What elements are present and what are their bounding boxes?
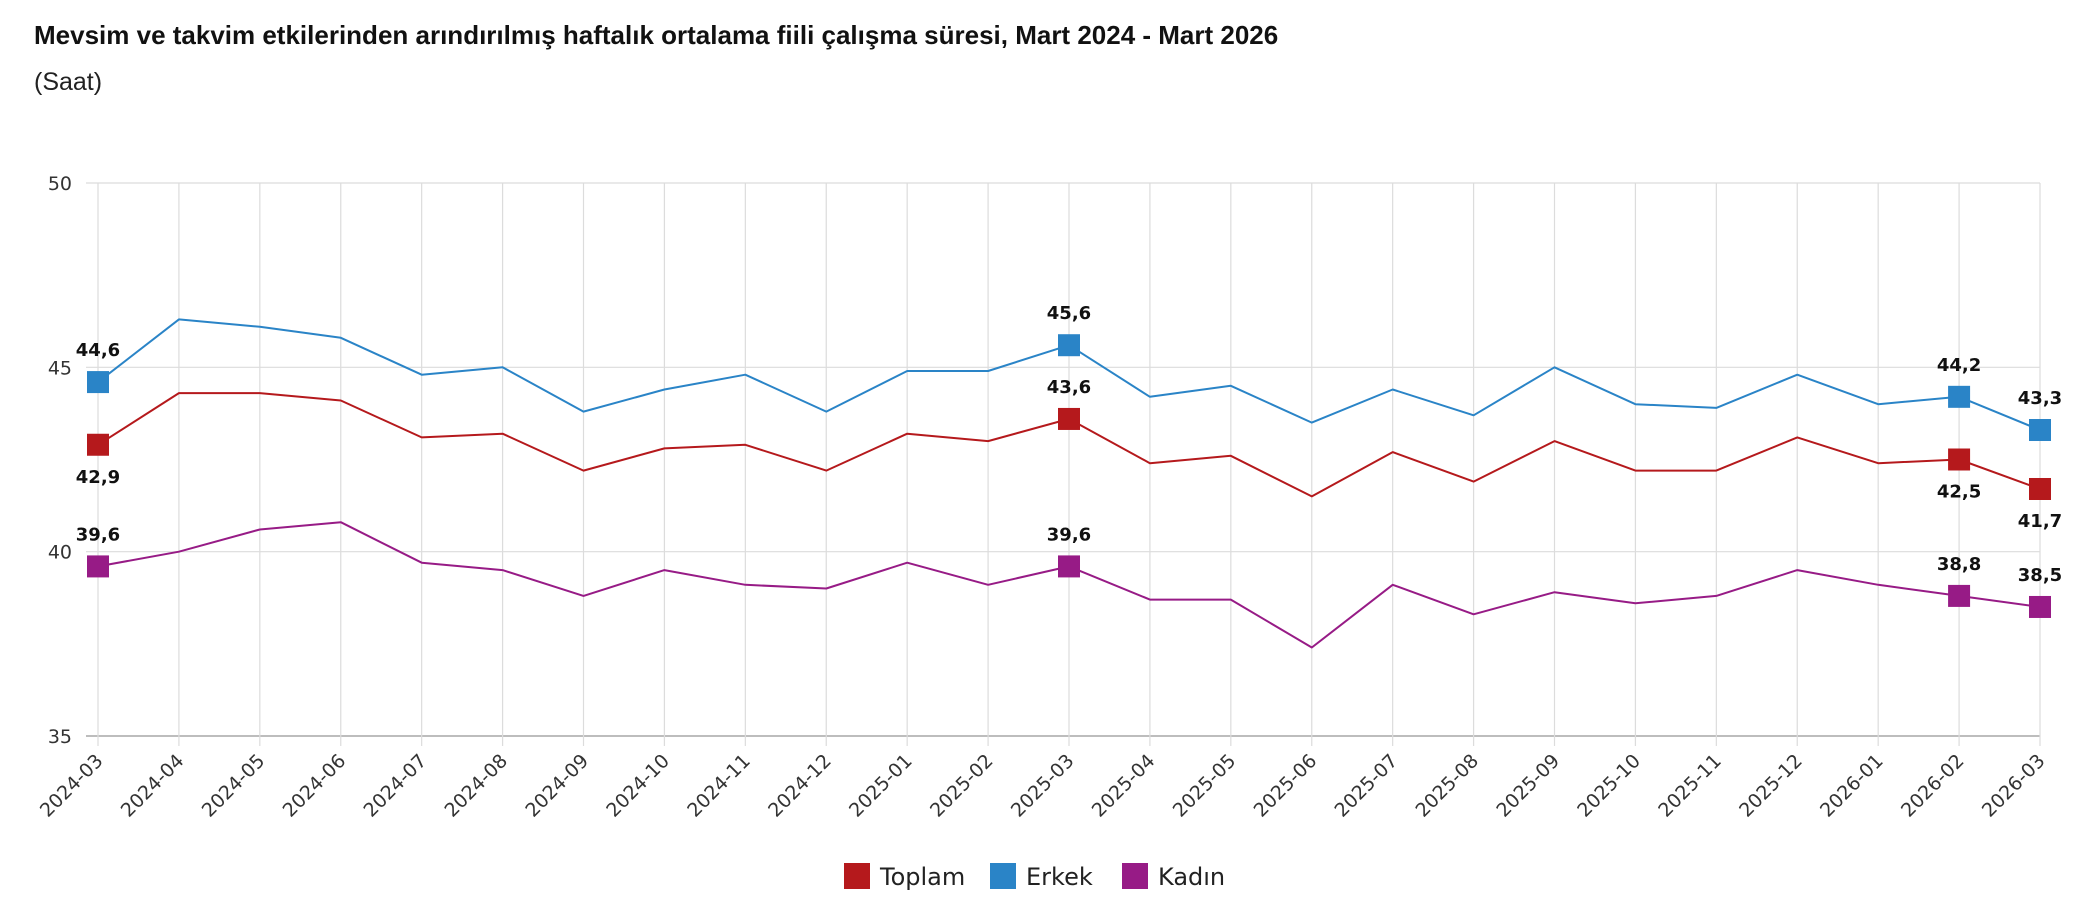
- x-tick-label: 2024-09: [521, 750, 593, 822]
- x-tick-label: 2025-07: [1331, 750, 1403, 822]
- x-tick-label: 2024-12: [764, 750, 836, 822]
- data-point-marker: [1948, 584, 1971, 607]
- legend-item-Erkek[interactable]: Erkek: [1026, 863, 1093, 891]
- x-tick-label: 2024-08: [440, 750, 512, 822]
- data-label: 42,9: [76, 467, 120, 488]
- chart-subtitle: (Saat): [34, 68, 103, 96]
- data-point-marker: [2029, 595, 2051, 618]
- series-markers: [87, 334, 2051, 618]
- data-point-marker: [87, 433, 109, 456]
- x-tick-label: 2026-02: [1897, 750, 1969, 822]
- legend-swatch: [1122, 863, 1148, 889]
- y-tick-label: 35: [48, 726, 72, 748]
- data-point-marker: [1058, 334, 1080, 357]
- x-tick-label: 2024-07: [360, 750, 432, 822]
- data-label: 44,2: [1937, 355, 1981, 376]
- data-point-marker: [1948, 385, 1971, 408]
- x-tick-label: 2025-08: [1411, 750, 1483, 822]
- x-tick-label: 2024-11: [683, 750, 755, 822]
- chart-title: Mevsim ve takvim etkilerinden arındırılm…: [34, 20, 1279, 50]
- data-label: 43,6: [1047, 377, 1091, 398]
- x-tick-label: 2025-11: [1654, 750, 1726, 822]
- legend: Toplam Erkek Kadın: [844, 863, 1225, 891]
- x-tick-label: 2025-12: [1735, 750, 1807, 822]
- x-tick-label: 2025-10: [1573, 750, 1645, 822]
- legend-item-Toplam[interactable]: Toplam: [879, 863, 965, 891]
- x-tick-label: 2025-09: [1492, 750, 1564, 822]
- data-label: 45,6: [1047, 303, 1091, 324]
- data-label: 39,6: [1047, 524, 1091, 545]
- y-tick-label: 50: [48, 173, 72, 195]
- data-point-marker: [1058, 407, 1080, 430]
- x-tick-label: 2024-10: [602, 750, 674, 822]
- x-tick-label: 2024-03: [36, 750, 108, 822]
- x-tick-label: 2026-01: [1816, 750, 1888, 822]
- data-label: 38,5: [2018, 565, 2062, 586]
- x-tick-label: 2025-04: [1088, 750, 1160, 822]
- x-tick-label: 2025-02: [926, 750, 998, 822]
- legend-item-Kadın[interactable]: Kadın: [1158, 863, 1225, 891]
- x-tick-label: 2025-01: [845, 750, 917, 822]
- y-tick-label: 40: [48, 542, 72, 564]
- data-point-marker: [2029, 477, 2051, 500]
- data-label: 41,7: [2018, 511, 2062, 532]
- x-tick-label: 2024-04: [117, 750, 189, 822]
- grid: [86, 182, 2041, 746]
- data-point-marker: [87, 555, 109, 578]
- x-tick-label: 2026-03: [1978, 750, 2050, 822]
- x-tick-label: 2025-03: [1007, 750, 1079, 822]
- legend-swatch: [844, 863, 870, 889]
- data-labels: 42,9 43,6 42,5 41,7 44,6 45,6 44,2 43,3 39,6 39,6…: [76, 303, 2062, 586]
- y-tick-label: 45: [48, 357, 72, 379]
- data-point-marker: [87, 371, 109, 394]
- data-point-marker: [1948, 448, 1971, 471]
- data-point-marker: [2029, 419, 2051, 442]
- data-label: 39,6: [76, 524, 120, 545]
- legend-swatch: [990, 863, 1016, 889]
- x-tick-label: 2025-06: [1250, 750, 1322, 822]
- data-point-marker: [1058, 555, 1080, 578]
- data-label: 38,8: [1937, 554, 1981, 575]
- data-label: 43,3: [2018, 388, 2062, 409]
- x-tick-label: 2025-05: [1169, 750, 1241, 822]
- x-tick-label: 2024-05: [198, 750, 270, 822]
- data-label: 44,6: [76, 340, 120, 361]
- x-tick-label: 2024-06: [279, 750, 351, 822]
- data-label: 42,5: [1937, 482, 1981, 503]
